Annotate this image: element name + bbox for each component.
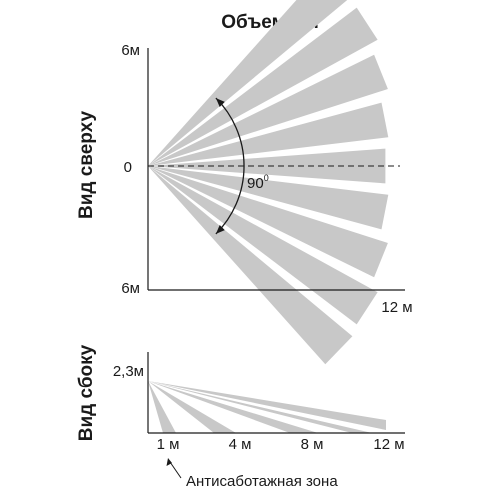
angle-label: 900 [247,173,269,192]
annotation-arrow [166,458,172,466]
side-x-label-1: 1 м [157,436,180,453]
top-view: 900 6м 0 6м 12 м Вид сверху [76,0,413,365]
side-view-side-label: Вид сбоку [76,344,97,441]
side-beam-2 [148,381,236,433]
side-beam-1 [148,381,176,433]
angle-degree-mark: 0 [264,173,269,183]
side-x-label-8: 8 м [301,436,324,453]
angle-arrow-bottom [215,225,225,234]
top-beam-5 [148,148,386,184]
side-view-beams [148,381,386,433]
y-top-label: 6м [121,42,140,59]
top-view-side-label: Вид сверху [76,111,97,219]
side-beam-3 [148,381,318,433]
height-label: 2,3м [113,363,144,380]
annotation-text: Антисаботажная зона [186,473,338,490]
side-x-label-4: 4 м [229,436,252,453]
side-beam-5 [148,381,386,430]
top-beam-8 [148,166,378,325]
top-beam-6 [148,166,389,230]
top-beam-7 [148,166,388,278]
x-end-label: 12 м [381,299,412,316]
side-x-label-12: 12 м [373,436,404,453]
angle-arc [215,97,245,235]
top-beam-3 [148,54,388,167]
top-view-beams [148,0,389,365]
top-beam-1 [148,0,348,166]
top-beam-2 [148,7,378,166]
side-beam-4 [148,381,372,433]
angle-arrow-top [215,98,225,107]
y-bottom-label: 6м [121,280,140,297]
side-view: 2,3м 1 м 4 м 8 м 12 м Антисаботажная зон… [76,344,405,490]
annotation-leader [169,461,182,479]
top-beam-9 [148,166,353,365]
y-zero-label: 0 [124,159,132,176]
top-beam-4 [148,102,389,166]
